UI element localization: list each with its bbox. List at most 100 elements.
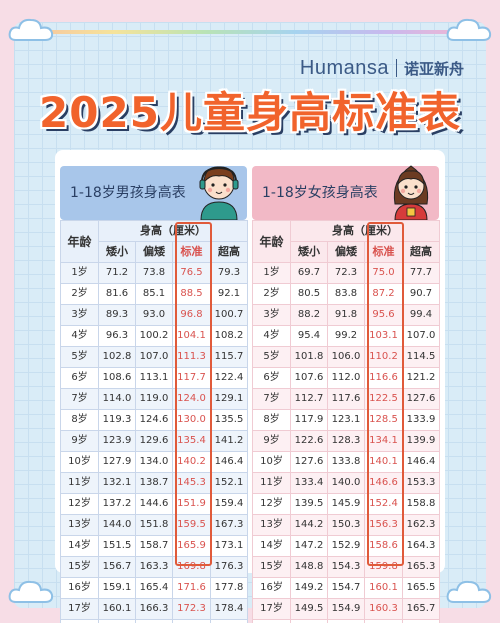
tall-cell: 100.7 <box>210 304 248 326</box>
tall-cell: 177.8 <box>210 577 248 599</box>
tall-cell: 135.5 <box>210 409 248 431</box>
age-cell: 3岁 <box>60 304 99 326</box>
table-row: 17岁 160.1 166.3 172.3 178.4 <box>60 598 248 620</box>
tall-cell: 167.3 <box>210 514 248 536</box>
age-cell: 2岁 <box>60 283 99 305</box>
age-cell: 18岁 <box>252 619 291 623</box>
below-average-cell: 129.6 <box>135 430 173 452</box>
below-average-cell: 119.0 <box>135 388 173 410</box>
table-row: 16岁 149.2 154.7 160.1 165.5 <box>252 577 440 599</box>
standard-cell: 130.0 <box>172 409 211 431</box>
tall-cell: 122.4 <box>210 367 248 389</box>
table-row: 12岁 137.2 144.6 151.9 159.4 <box>60 493 248 515</box>
tall-cell: 159.4 <box>210 493 248 515</box>
below-average-cell: 155.2 <box>327 619 365 623</box>
standard-cell: 160.3 <box>364 598 403 620</box>
below-average-cell: 112.0 <box>327 367 365 389</box>
tall-cell: 173.1 <box>210 535 248 557</box>
short-cell: 160.1 <box>98 598 136 620</box>
age-cell: 1岁 <box>60 262 99 284</box>
age-cell: 11岁 <box>252 472 291 494</box>
age-cell: 13岁 <box>60 514 99 536</box>
short-cell: 69.7 <box>290 262 328 284</box>
below-average-cell: 99.2 <box>327 325 365 347</box>
tall-cell: 127.6 <box>402 388 440 410</box>
standard-cell: 88.5 <box>172 283 211 305</box>
standard-cell: 134.1 <box>364 430 403 452</box>
table-row: 4岁 96.3 100.2 104.1 108.2 <box>60 325 248 347</box>
below-average-column-header: 偏矮 <box>327 241 365 263</box>
below-average-cell: 154.9 <box>327 598 365 620</box>
age-cell: 10岁 <box>60 451 99 473</box>
short-cell: 148.8 <box>290 556 328 578</box>
standard-cell: 111.3 <box>172 346 211 368</box>
standard-cell: 172.3 <box>172 598 211 620</box>
standard-cell: 117.7 <box>172 367 211 389</box>
brand-logo: Humansa 诺亚新舟 <box>300 56 464 80</box>
tall-cell: 165.9 <box>402 619 440 623</box>
tall-column-header: 超高 <box>210 241 248 263</box>
standard-cell: 124.0 <box>172 388 211 410</box>
standard-cell: 152.4 <box>364 493 403 515</box>
below-average-cell: 124.6 <box>135 409 173 431</box>
standard-cell: 172.7 <box>172 619 211 623</box>
tall-cell: 146.4 <box>402 451 440 473</box>
table-row: 8岁 117.9 123.1 128.5 133.9 <box>252 409 440 431</box>
short-cell: 89.3 <box>98 304 136 326</box>
table-row: 5岁 102.8 107.0 111.3 115.7 <box>60 346 248 368</box>
short-cell: 95.4 <box>290 325 328 347</box>
short-cell: 127.9 <box>98 451 136 473</box>
short-cell: 108.6 <box>98 367 136 389</box>
tall-cell: 99.4 <box>402 304 440 326</box>
tall-cell: 152.1 <box>210 472 248 494</box>
age-cell: 6岁 <box>60 367 99 389</box>
below-average-cell: 83.8 <box>327 283 365 305</box>
cloud-icon <box>446 16 492 42</box>
age-cell: 6岁 <box>252 367 291 389</box>
table-row: 10岁 127.6 133.8 140.1 146.4 <box>252 451 440 473</box>
below-average-cell: 134.0 <box>135 451 173 473</box>
age-column-header: 年龄 <box>252 220 291 263</box>
short-cell: 144.0 <box>98 514 136 536</box>
table-row: 17岁 149.5 154.9 160.3 165.7 <box>252 598 440 620</box>
table-row: 5岁 101.8 106.0 110.2 114.5 <box>252 346 440 368</box>
short-cell: 139.5 <box>290 493 328 515</box>
standard-cell: 171.6 <box>172 577 211 599</box>
tall-cell: 133.9 <box>402 409 440 431</box>
table-row: 15岁 148.8 154.3 159.8 165.3 <box>252 556 440 578</box>
cloud-icon <box>8 16 54 42</box>
boys-height-card: 1-18岁男孩身高表 年龄 身高（厘米） 矮小 偏矮 标准 <box>60 166 248 623</box>
table-row: 1岁 69.7 72.3 75.0 77.7 <box>252 262 440 284</box>
standard-cell: 158.6 <box>364 535 403 557</box>
short-cell: 102.8 <box>98 346 136 368</box>
standard-cell: 151.9 <box>172 493 211 515</box>
girls-card-title: 1-18岁女孩身高表 <box>262 185 378 201</box>
age-cell: 17岁 <box>60 598 99 620</box>
short-cell: 144.2 <box>290 514 328 536</box>
below-average-cell: 133.8 <box>327 451 365 473</box>
below-average-cell: 140.0 <box>327 472 365 494</box>
girl-avatar-icon <box>389 160 433 221</box>
table-row: 14岁 147.2 152.9 158.6 164.3 <box>252 535 440 557</box>
tall-cell: 92.1 <box>210 283 248 305</box>
table-row: 13岁 144.2 150.3 156.3 162.3 <box>252 514 440 536</box>
page-title: 2025儿童身高标准表 <box>39 88 461 137</box>
tall-cell: 77.7 <box>402 262 440 284</box>
standard-cell: 159.5 <box>172 514 211 536</box>
short-cell: 123.9 <box>98 430 136 452</box>
tall-cell: 178.7 <box>210 619 248 623</box>
below-average-cell: 166.6 <box>135 619 173 623</box>
below-average-cell: 166.3 <box>135 598 173 620</box>
table-row: 9岁 122.6 128.3 134.1 139.9 <box>252 430 440 452</box>
table-row: 2岁 81.6 85.1 88.5 92.1 <box>60 283 248 305</box>
short-cell: 107.6 <box>290 367 328 389</box>
table-row: 16岁 159.1 165.4 171.6 177.8 <box>60 577 248 599</box>
below-average-cell: 91.8 <box>327 304 365 326</box>
age-cell: 14岁 <box>252 535 291 557</box>
below-average-cell: 158.7 <box>135 535 173 557</box>
short-cell: 96.3 <box>98 325 136 347</box>
table-row: 3岁 88.2 91.8 95.6 99.4 <box>252 304 440 326</box>
below-average-cell: 73.8 <box>135 262 173 284</box>
table-row: 4岁 95.4 99.2 103.1 107.0 <box>252 325 440 347</box>
standard-cell: 145.3 <box>172 472 211 494</box>
